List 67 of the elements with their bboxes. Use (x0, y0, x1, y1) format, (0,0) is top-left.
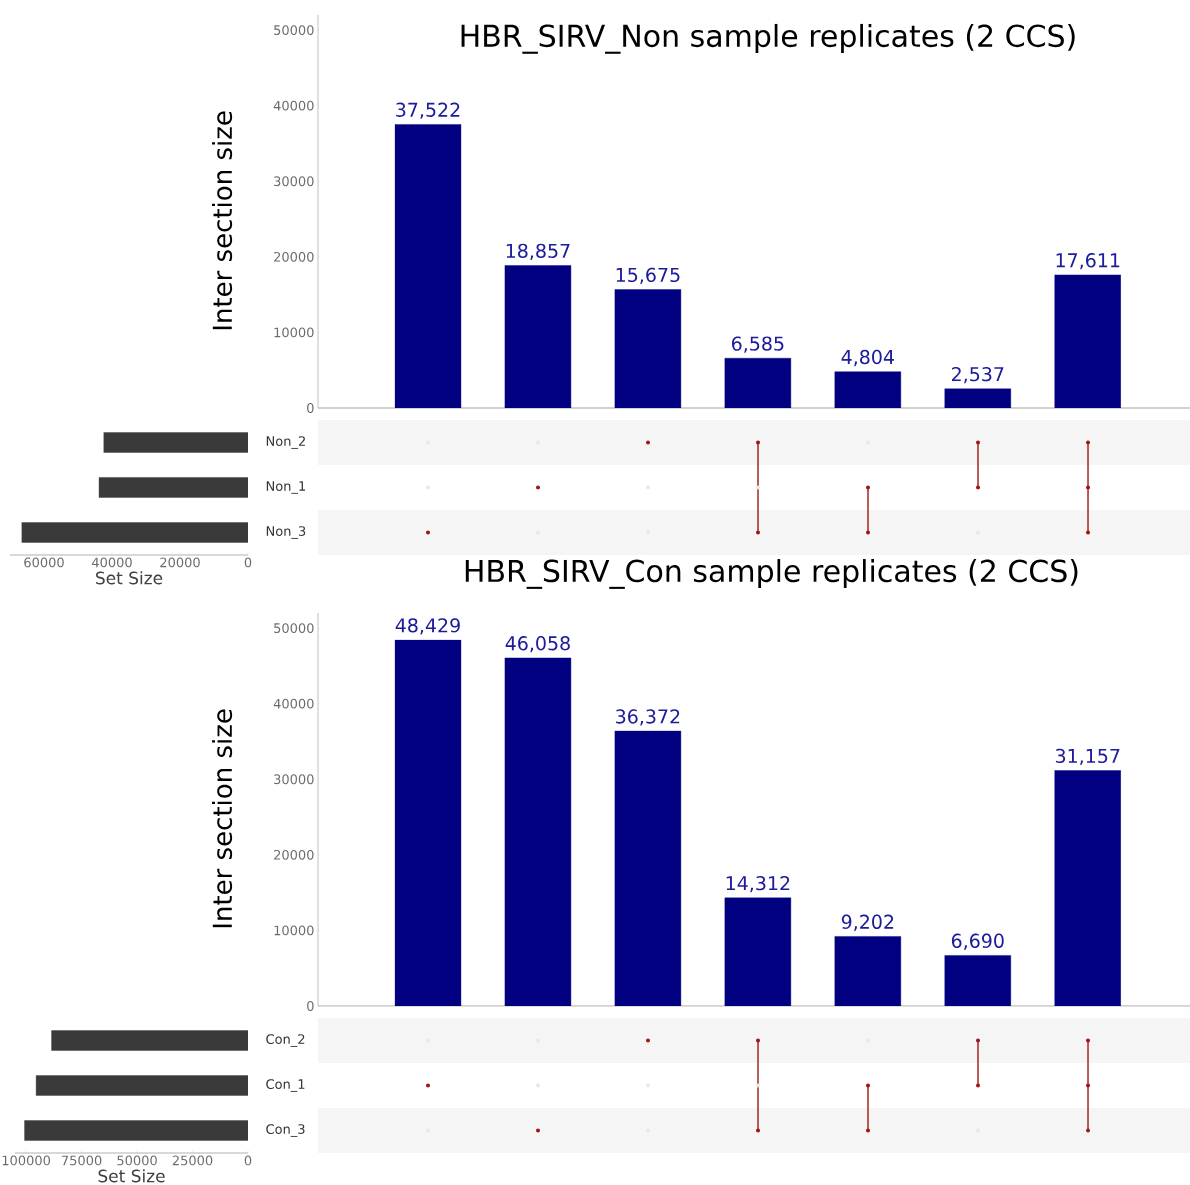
data-label: 4,804 (841, 349, 894, 367)
x-tick-label: 40000 (91, 557, 132, 568)
y-tick-label: Con_1 (266, 1079, 305, 1092)
data-label: 37,522 (396, 102, 460, 119)
x-tick-label: 0 (244, 557, 252, 568)
bar (834, 936, 902, 1006)
y-tick-label: Con_2 (266, 1034, 305, 1047)
bar (614, 289, 682, 408)
data-label: 36,372 (616, 709, 680, 726)
bar (21, 522, 248, 543)
y-tick-label: 40000 (273, 100, 314, 111)
data-label: 31,157 (1055, 748, 1120, 765)
x-tick-label: 0 (244, 1155, 252, 1166)
y-tick-label: 0 (307, 403, 314, 413)
chart-title: HBR_SIRV_Non sample replicates (2 CCS) (461, 23, 1075, 54)
x-tick-label: 25000 (172, 1155, 213, 1166)
bar (394, 639, 462, 1006)
bar (1054, 274, 1121, 408)
bar (724, 897, 792, 1006)
x-axis-title: Set Size (96, 571, 163, 585)
x-tick-label: 60000 (24, 557, 64, 568)
x-tick-label: 50000 (117, 1155, 157, 1166)
data-label: 15,675 (616, 267, 680, 284)
y-tick-label: Non_2 (266, 436, 305, 449)
bar (504, 265, 572, 408)
bar (1054, 770, 1121, 1006)
bar (24, 1120, 248, 1141)
bar (98, 477, 248, 498)
y-tick-label: 10000 (274, 925, 314, 936)
chart-title: HBR_SIRV_Con sample replicates (2 CCS) (465, 559, 1078, 589)
y-axis-title: Inter section size (212, 709, 233, 928)
y-tick-label: 0 (307, 1001, 314, 1011)
bar (394, 124, 462, 408)
y-tick-label: 20000 (274, 849, 314, 860)
bar (944, 388, 1011, 408)
y-tick-label: 30000 (274, 774, 314, 785)
bar (103, 432, 248, 453)
data-label: 6,690 (951, 933, 1004, 950)
y-tick-label: Non_1 (266, 481, 306, 494)
y-tick-label: Non_3 (266, 526, 306, 539)
bar (944, 955, 1011, 1006)
x-tick-label: 20000 (160, 557, 200, 568)
x-axis-title: Set Size (98, 1169, 165, 1183)
x-tick-label: 100000 (2, 1155, 51, 1166)
x-tick-label: 75000 (61, 1155, 102, 1166)
data-label: 46,058 (505, 636, 570, 653)
bar (614, 730, 682, 1006)
data-label: 2,537 (951, 366, 1004, 384)
data-label: 6,585 (732, 336, 784, 353)
bar (724, 358, 792, 408)
y-axis-title: Inter section size (212, 111, 233, 330)
y-tick-label: 30000 (274, 176, 314, 187)
data-label: 17,611 (1056, 253, 1120, 270)
y-tick-label: 50000 (274, 25, 314, 36)
data-label: 48,429 (395, 618, 460, 635)
y-tick-label: 20000 (274, 251, 314, 262)
bar (35, 1075, 248, 1096)
data-label: 14,312 (726, 875, 790, 893)
y-tick-label: Con_3 (266, 1124, 305, 1137)
bar (504, 657, 572, 1006)
data-label: 18,857 (506, 243, 570, 260)
y-tick-label: 40000 (273, 698, 314, 709)
y-tick-label: 50000 (274, 623, 314, 634)
bar (51, 1030, 248, 1051)
y-tick-label: 10000 (274, 327, 314, 338)
bar (834, 371, 902, 408)
data-label: 9,202 (841, 914, 894, 931)
